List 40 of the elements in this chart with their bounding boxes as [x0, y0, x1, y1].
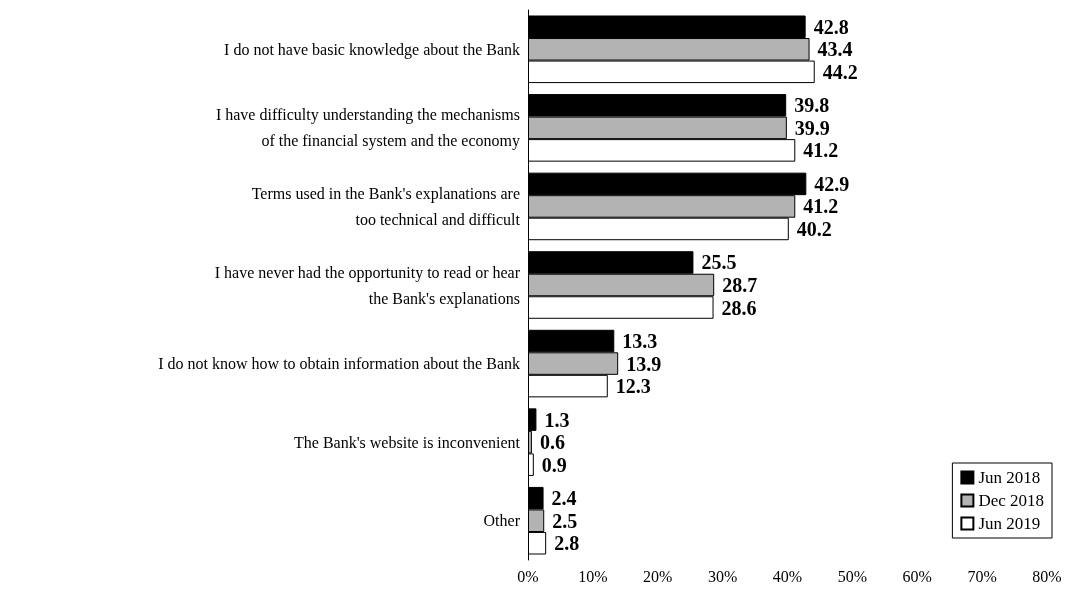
x-tick-label: 60% [902, 567, 932, 585]
data-label: 2.5 [552, 509, 578, 532]
data-label: 40.2 [796, 217, 832, 240]
y-tick-label: I do not know how to obtain information about the Bank [158, 355, 520, 373]
data-label: 44.2 [822, 60, 858, 83]
data-label: 39.8 [794, 94, 830, 117]
y-tick-label: Other [483, 512, 521, 530]
data-label: 41.2 [803, 195, 839, 218]
y-tick-label: I have never had the opportunity to read or hear the Bank's explanations [214, 263, 521, 308]
data-label: 39.9 [794, 116, 830, 139]
data-label: 28.6 [721, 296, 757, 319]
y-tick-label: The Bank's website is inconvenient [294, 433, 521, 451]
x-tick-label: 0% [517, 567, 539, 585]
legend-label: Jun 2018 [978, 468, 1041, 487]
data-label: 2.4 [551, 487, 577, 510]
data-label: 1.3 [544, 408, 570, 431]
y-tick-label: I have difficulty understanding the mechanisms of the financial system and the economy [215, 106, 520, 151]
x-tick-label: 30% [707, 567, 738, 585]
x-tick-label: 70% [967, 567, 997, 585]
data-label: 25.5 [701, 251, 737, 274]
x-tick-label: 10% [578, 567, 608, 585]
legend-label: Jun 2019 [978, 514, 1041, 533]
data-label: 2.8 [554, 532, 580, 555]
data-label: 41.2 [803, 139, 839, 162]
data-label: 13.3 [622, 330, 658, 353]
y-tick-label: I do not have basic knowledge about the Bank [224, 40, 520, 59]
data-label: 0.9 [541, 453, 567, 476]
x-tick-label: 80% [1032, 567, 1062, 585]
data-label: 0.6 [539, 431, 565, 454]
data-label: 28.7 [722, 274, 758, 296]
data-label: 42.8 [813, 15, 849, 38]
x-tick-label: 40% [772, 567, 803, 585]
x-tick-label: 50% [837, 567, 868, 585]
data-label: 42.9 [814, 172, 850, 195]
legend-label: Dec 2018 [978, 491, 1045, 510]
y-tick-label: Terms used in the Bank's explanations are too technical and difficult [251, 184, 521, 228]
data-label: 13.9 [626, 352, 662, 375]
data-label: 12.3 [615, 375, 651, 398]
x-tick-label: 20% [643, 567, 673, 585]
data-label: 43.4 [817, 38, 853, 61]
